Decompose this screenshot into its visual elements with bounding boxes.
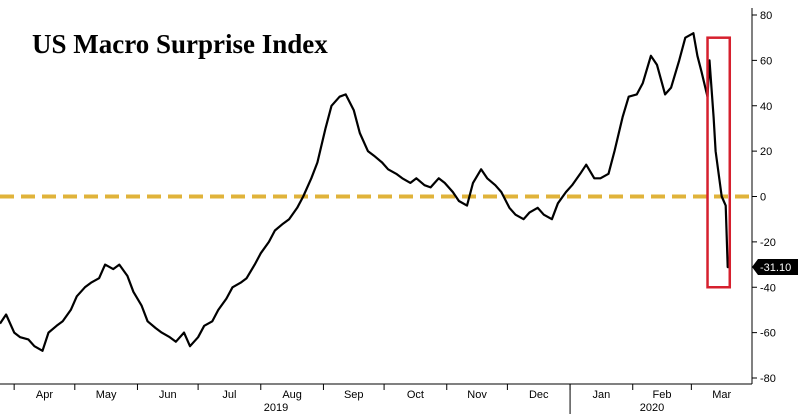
x-tick-label-may: May xyxy=(96,389,117,401)
y-tick-label: -80 xyxy=(760,373,776,385)
chart-title: US Macro Surprise Index xyxy=(32,29,328,59)
series-line xyxy=(0,32,730,352)
x-tick-label-sep: Sep xyxy=(344,389,364,401)
x-tick-label-oct: Oct xyxy=(407,389,424,401)
series-layer xyxy=(0,32,730,352)
x-tick-label-jan: Jan xyxy=(593,389,611,401)
x-tick-label-mar: Mar xyxy=(712,389,731,401)
y-tick-label: 60 xyxy=(760,55,772,67)
last-value-label: -31.10 xyxy=(760,262,791,274)
x-tick-label-jun: Jun xyxy=(159,389,177,401)
y-tick-label: 0 xyxy=(760,192,766,204)
x-tick-label-dec: Dec xyxy=(529,389,549,401)
y-tick-label: 20 xyxy=(760,146,772,158)
x-tick-label-aug: Aug xyxy=(282,389,302,401)
x-tick-label-apr: Apr xyxy=(36,389,53,401)
x-tick-label-feb: Feb xyxy=(653,389,672,401)
y-tick-label: -60 xyxy=(760,328,776,340)
year-label-2019: 2019 xyxy=(264,402,288,414)
y-tick-label: 80 xyxy=(760,10,772,22)
y-tick-label: 40 xyxy=(760,101,772,113)
axis-layer: 80 60 40 20 0 -20 -40 -60 -80 Apr May Jun Jul Aug Sep O… xyxy=(0,8,798,414)
last-value-tag xyxy=(752,259,798,276)
year-label-2020: 2020 xyxy=(640,402,664,414)
x-tick-label-jul: Jul xyxy=(222,389,236,401)
y-tick-label: -40 xyxy=(760,282,776,294)
x-tick-label-nov: Nov xyxy=(467,389,487,401)
highlight-box xyxy=(706,36,732,289)
y-tick-label: -20 xyxy=(760,237,776,249)
highlight-box-layer xyxy=(706,36,732,289)
